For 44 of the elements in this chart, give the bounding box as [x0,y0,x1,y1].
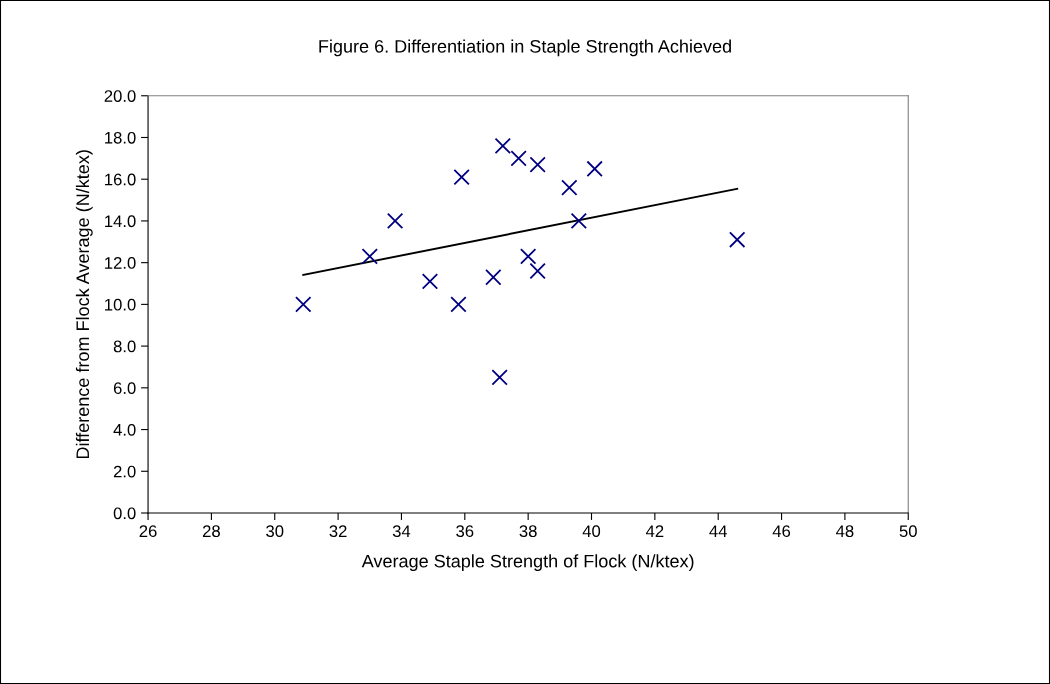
point [421,273,439,290]
y-tick-label: 12.0 [105,257,136,269]
y-tick-label: 0.0 [113,507,136,520]
point [586,160,603,177]
x-tick-label: 38 [519,525,537,538]
x-tick-label: 28 [202,525,220,538]
chart-title: Figure 6. Differentiation in Staple Strength Achieved [319,39,731,57]
point [491,369,508,386]
point [510,150,527,167]
y-tick-label: 16.0 [105,173,136,186]
x-axis-title: Average Staple Strength of Flock (N/ktex) [361,554,694,572]
point [529,156,546,173]
x-tick-label: 42 [645,525,664,537]
x-tick-label: 44 [709,525,727,537]
x-tick-label: 48 [836,525,854,538]
point [361,248,378,265]
point [386,212,404,230]
x-tick-label: 26 [139,525,157,538]
y-tick-label: 20.0 [104,90,136,102]
x-tick-label: 36 [456,525,474,538]
point [494,137,511,155]
x-tick-label: 50 [899,525,917,538]
point [519,248,537,265]
point [450,296,467,313]
point [570,212,588,230]
point [561,179,578,196]
x-tick-label: 34 [392,525,411,538]
y-tick-label: 14.0 [105,215,136,228]
x-tick-label: 30 [266,525,284,538]
x-tick-label: 40 [582,525,601,538]
y-tick-label: 10.0 [105,298,136,311]
y-tick-label: 6.0 [113,382,136,395]
y-tick-label: 18.0 [105,131,136,144]
y-tick-label: 2.0 [113,465,136,478]
point [453,168,470,186]
x-tick-label: 32 [329,525,347,538]
y-tick-label: 4.0 [113,423,136,436]
x-tick-label: 46 [772,525,791,538]
y-tick-label: 8.0 [113,340,136,353]
point [295,296,312,313]
point [729,231,746,248]
y-axis-title: Difference from Flock Average (N/ktex) [75,150,93,459]
point [485,269,502,286]
point [529,262,546,280]
